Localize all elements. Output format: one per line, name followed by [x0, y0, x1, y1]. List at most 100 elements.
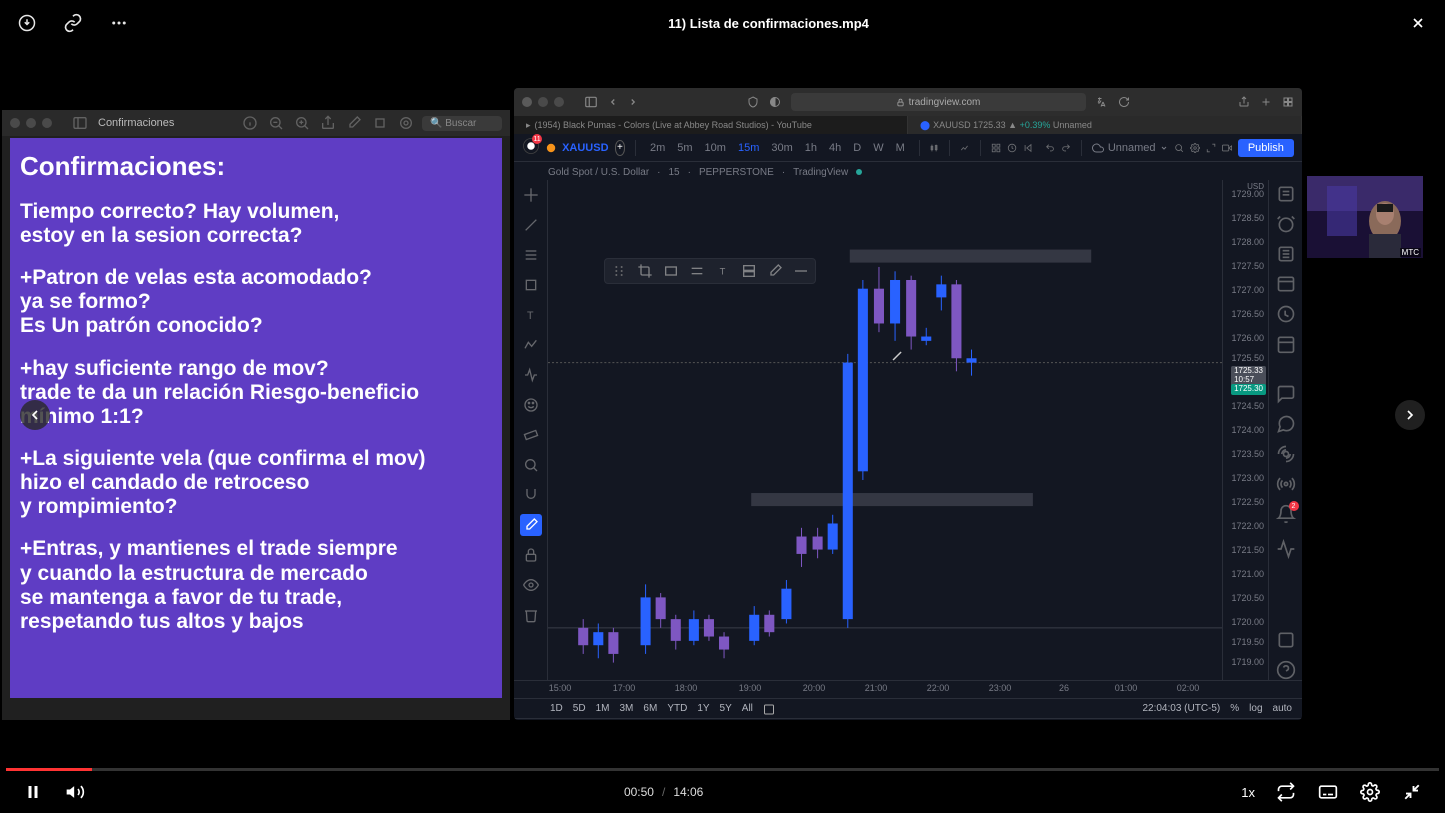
layout-icon[interactable]: [991, 140, 1001, 156]
zoom-in-icon[interactable]: [294, 115, 310, 131]
notifications-icon[interactable]: 2: [1276, 504, 1296, 529]
range-5Y[interactable]: 5Y: [720, 703, 732, 714]
camera-icon[interactable]: [1222, 140, 1232, 156]
timeframe-M[interactable]: M: [892, 142, 909, 154]
symbol-icon[interactable]: [546, 140, 556, 156]
shapes-tool[interactable]: [520, 274, 542, 296]
safari-url-bar[interactable]: tradingview.com: [791, 93, 1086, 111]
zoom-out-icon[interactable]: [268, 115, 284, 131]
zoom-tool[interactable]: [520, 454, 542, 476]
lock-tool[interactable]: [520, 544, 542, 566]
auto-button[interactable]: auto: [1273, 703, 1292, 714]
news-icon[interactable]: [1276, 304, 1296, 324]
broadcast-icon[interactable]: [1276, 474, 1296, 494]
symbol-name[interactable]: XAUUSD: [562, 142, 608, 154]
timeframe-1h[interactable]: 1h: [801, 142, 821, 154]
close-icon[interactable]: [1407, 12, 1429, 34]
indicators-icon[interactable]: [960, 140, 970, 156]
timeframe-2m[interactable]: 2m: [646, 142, 669, 154]
safari-sidebar-icon[interactable]: [584, 95, 598, 109]
ft-channel-icon[interactable]: [689, 263, 705, 279]
volume-button[interactable]: [64, 781, 86, 803]
fib-tool[interactable]: [520, 244, 542, 266]
sidebar-icon[interactable]: [72, 115, 88, 131]
timeframe-15m[interactable]: 15m: [734, 142, 763, 154]
range-YTD[interactable]: YTD: [667, 703, 687, 714]
safari-traffic-lights[interactable]: [522, 97, 564, 107]
ft-brush-icon[interactable]: [767, 263, 783, 279]
magnet-tool[interactable]: [520, 484, 542, 506]
add-symbol-icon[interactable]: +: [615, 140, 626, 156]
search-chart-icon[interactable]: [1174, 140, 1184, 156]
private-chat-icon[interactable]: [1276, 414, 1296, 434]
timeframe-10m[interactable]: 10m: [701, 142, 730, 154]
ft-long-icon[interactable]: [741, 263, 757, 279]
favorites-button[interactable]: [520, 720, 542, 721]
range-All[interactable]: All: [742, 703, 753, 714]
cursor-tool[interactable]: [520, 184, 542, 206]
ft-text-icon[interactable]: T: [715, 263, 731, 279]
speed-button[interactable]: 1x: [1241, 781, 1255, 803]
watchlist-icon[interactable]: [1276, 184, 1296, 204]
drawing-mode-tool[interactable]: [520, 514, 542, 536]
range-1Y[interactable]: 1Y: [697, 703, 709, 714]
price-scale[interactable]: USD 1725.3310:57 1725.30 1729.001728.501…: [1222, 180, 1268, 680]
captions-button[interactable]: [1317, 781, 1339, 803]
more-icon[interactable]: [108, 12, 130, 34]
translate-icon[interactable]: [1096, 96, 1108, 108]
orderpanel-icon[interactable]: [1276, 539, 1296, 559]
ft-hline-icon[interactable]: [793, 263, 809, 279]
help-icon[interactable]: [1276, 660, 1296, 680]
dom-icon[interactable]: [1276, 630, 1296, 650]
goto-date-icon[interactable]: [763, 703, 775, 715]
pattern-tool[interactable]: [520, 334, 542, 356]
log-button[interactable]: log: [1249, 703, 1262, 714]
window-traffic-lights[interactable]: [10, 118, 52, 128]
candles-icon[interactable]: [929, 140, 939, 156]
redo-icon[interactable]: [1061, 140, 1071, 156]
stream-icon[interactable]: [1276, 444, 1296, 464]
pct-button[interactable]: %: [1230, 703, 1239, 714]
text-tool[interactable]: T: [520, 304, 542, 326]
settings-icon[interactable]: [1190, 140, 1200, 156]
data-window-icon[interactable]: [1276, 274, 1296, 294]
tabs-icon[interactable]: [1282, 96, 1294, 108]
ft-grip-icon[interactable]: [611, 263, 627, 279]
calendar-icon[interactable]: [1276, 334, 1296, 354]
alert-icon[interactable]: [1007, 140, 1017, 156]
timeframe-5m[interactable]: 5m: [673, 142, 696, 154]
next-video-button[interactable]: [1395, 400, 1425, 430]
range-1D[interactable]: 1D: [550, 703, 563, 714]
browser-tab-youtube[interactable]: ▸ (1954) Black Pumas - Colors (Live at A…: [514, 116, 908, 134]
chart-canvas[interactable]: T: [548, 180, 1222, 680]
link-icon[interactable]: [62, 12, 84, 34]
reload-icon[interactable]: [1118, 96, 1130, 108]
safari-share-icon[interactable]: [1238, 96, 1250, 108]
publish-button[interactable]: Publish: [1238, 139, 1294, 157]
loop-button[interactable]: [1275, 781, 1297, 803]
hotlist-icon[interactable]: [1276, 244, 1296, 264]
fullscreen-button[interactable]: [1401, 781, 1423, 803]
trend-line-tool[interactable]: [520, 214, 542, 236]
ruler-tool[interactable]: [520, 424, 542, 446]
shield-icon[interactable]: [747, 96, 759, 108]
pause-button[interactable]: [22, 781, 44, 803]
edit-icon[interactable]: [346, 115, 362, 131]
tv-logo[interactable]: 11: [522, 137, 540, 158]
replay-icon[interactable]: [1023, 140, 1033, 156]
fullscreen-chart-icon[interactable]: [1206, 140, 1216, 156]
target-icon[interactable]: [398, 115, 414, 131]
timeframe-W[interactable]: W: [869, 142, 887, 154]
ideas-stream-icon[interactable]: [1276, 384, 1296, 404]
ft-rect-icon[interactable]: [663, 263, 679, 279]
safari-back-icon[interactable]: [608, 97, 618, 107]
trash-tool[interactable]: [520, 604, 542, 626]
timeframe-4h[interactable]: 4h: [825, 142, 845, 154]
timeframe-D[interactable]: D: [849, 142, 865, 154]
alarm-icon[interactable]: [1276, 214, 1296, 234]
safari-forward-icon[interactable]: [628, 97, 638, 107]
new-tab-icon[interactable]: [1260, 96, 1272, 108]
hide-tool[interactable]: [520, 574, 542, 596]
timeframe-30m[interactable]: 30m: [767, 142, 796, 154]
range-6M[interactable]: 6M: [643, 703, 657, 714]
